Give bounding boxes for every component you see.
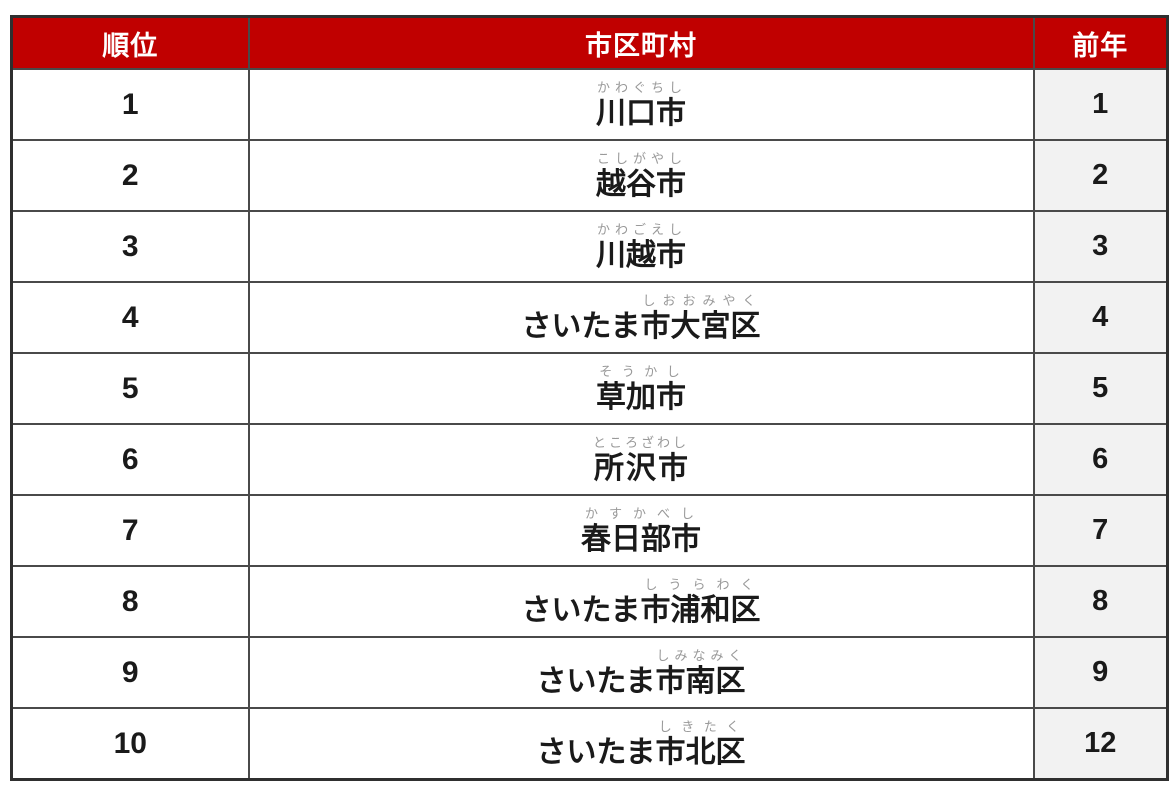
header-cell-prev-year: 前年 <box>1032 15 1169 70</box>
city-name-base: 草加市 <box>596 380 686 414</box>
city-name-base: 市南区 <box>655 664 746 698</box>
furigana: しきたく <box>655 718 746 734</box>
table-row: 8 さいたま市浦和区しうらわく 8 <box>10 565 1169 638</box>
furigana: しうらわく <box>640 576 761 592</box>
city-name-prefix: さいたま <box>536 664 656 698</box>
rank-cell: 9 <box>10 636 250 709</box>
city-cell: 越谷市こしがやし <box>247 139 1035 212</box>
prev-year-cell: 1 <box>1032 68 1169 141</box>
table-row: 4 さいたま市大宮区しおおみやく 4 <box>10 281 1169 354</box>
header-row: 順位 市区町村 前年 <box>10 15 1169 70</box>
city-name-ruby: 市南区しみなみく <box>655 648 746 698</box>
city-name: 川口市かわぐちし <box>596 80 686 130</box>
city-name-prefix: さいたま <box>536 735 656 769</box>
furigana: かすかべし <box>581 505 701 521</box>
table-row: 7 春日部市かすかべし 7 <box>10 494 1169 567</box>
header-cell-rank: 順位 <box>10 15 250 70</box>
rank-cell: 4 <box>10 281 250 354</box>
table-row: 5 草加市そうかし 5 <box>10 352 1169 425</box>
city-name-prefix: さいたま <box>521 309 641 343</box>
city-name-base: 市北区 <box>655 735 746 769</box>
prev-year-cell: 6 <box>1032 423 1169 496</box>
city-name-ruby: 春日部市かすかべし <box>581 506 701 556</box>
city-name-prefix: さいたま <box>521 593 641 627</box>
table-row: 2 越谷市こしがやし 2 <box>10 139 1169 212</box>
city-name-base: 越谷市 <box>596 167 686 201</box>
city-cell: さいたま市北区しきたく <box>247 707 1035 781</box>
rank-cell: 2 <box>10 139 250 212</box>
city-name: 川越市かわごえし <box>596 222 686 272</box>
city-cell: さいたま市浦和区しうらわく <box>247 565 1035 638</box>
city-name: 越谷市こしがやし <box>596 151 686 201</box>
city-name-ruby: 越谷市こしがやし <box>596 151 686 201</box>
city-name-ruby: 川越市かわごえし <box>596 222 686 272</box>
rank-cell: 5 <box>10 352 250 425</box>
prev-year-cell: 2 <box>1032 139 1169 212</box>
rank-cell: 1 <box>10 68 250 141</box>
city-cell: 川口市かわぐちし <box>247 68 1035 141</box>
prev-year-cell: 3 <box>1032 210 1169 283</box>
table-row: 1 川口市かわぐちし 1 <box>10 68 1169 141</box>
rank-cell: 3 <box>10 210 250 283</box>
city-cell: 春日部市かすかべし <box>247 494 1035 567</box>
prev-year-cell: 9 <box>1032 636 1169 709</box>
city-name-ruby: 所沢市ところざわし <box>592 435 689 485</box>
city-cell: 川越市かわごえし <box>247 210 1035 283</box>
city-name: 草加市そうかし <box>596 364 686 414</box>
prev-year-cell: 5 <box>1032 352 1169 425</box>
rank-cell: 10 <box>10 707 250 781</box>
city-name: 春日部市かすかべし <box>581 506 701 556</box>
furigana: こしがやし <box>596 150 686 166</box>
city-name-base: 市浦和区 <box>640 593 761 627</box>
city-name-ruby: 市浦和区しうらわく <box>640 577 761 627</box>
prev-year-cell: 7 <box>1032 494 1169 567</box>
city-name: さいたま市北区しきたく <box>536 719 745 769</box>
rank-cell: 8 <box>10 565 250 638</box>
city-name: さいたま市大宮区しおおみやく <box>521 293 760 343</box>
rank-cell: 7 <box>10 494 250 567</box>
table-row: 9 さいたま市南区しみなみく 9 <box>10 636 1169 709</box>
table-body: 1 川口市かわぐちし 1 2 越谷市こしがやし 2 3 川越市かわごえし 3 4… <box>10 68 1169 781</box>
city-cell: さいたま市大宮区しおおみやく <box>247 281 1035 354</box>
furigana: しおおみやく <box>640 292 761 308</box>
city-cell: さいたま市南区しみなみく <box>247 636 1035 709</box>
city-name-base: 所沢市 <box>592 451 689 485</box>
city-name-base: 川越市 <box>596 238 686 272</box>
table-row: 10 さいたま市北区しきたく 12 <box>10 707 1169 781</box>
header-cell-city: 市区町村 <box>247 15 1035 70</box>
city-name-base: 川口市 <box>596 96 686 130</box>
city-name-base: 春日部市 <box>581 522 701 556</box>
furigana: ところざわし <box>592 434 689 450</box>
ranking-table: 順位 市区町村 前年 1 川口市かわぐちし 1 2 越谷市こしがやし 2 3 川… <box>10 15 1169 781</box>
prev-year-cell: 8 <box>1032 565 1169 638</box>
city-name: 所沢市ところざわし <box>593 435 689 485</box>
prev-year-cell: 4 <box>1032 281 1169 354</box>
city-name-ruby: 市北区しきたく <box>655 719 746 769</box>
rank-cell: 6 <box>10 423 250 496</box>
furigana: かわぐちし <box>596 79 686 95</box>
city-cell: 草加市そうかし <box>247 352 1035 425</box>
furigana: かわごえし <box>596 221 686 237</box>
city-cell: 所沢市ところざわし <box>247 423 1035 496</box>
city-name: さいたま市浦和区しうらわく <box>521 577 760 627</box>
table-row: 3 川越市かわごえし 3 <box>10 210 1169 283</box>
city-name-base: 市大宮区 <box>640 309 761 343</box>
city-name: さいたま市南区しみなみく <box>536 648 745 698</box>
furigana: しみなみく <box>655 647 746 663</box>
city-name-ruby: 川口市かわぐちし <box>596 80 686 130</box>
furigana: そうかし <box>596 363 686 379</box>
table-row: 6 所沢市ところざわし 6 <box>10 423 1169 496</box>
city-name-ruby: 市大宮区しおおみやく <box>640 293 761 343</box>
prev-year-cell: 12 <box>1032 707 1169 781</box>
city-name-ruby: 草加市そうかし <box>596 364 686 414</box>
